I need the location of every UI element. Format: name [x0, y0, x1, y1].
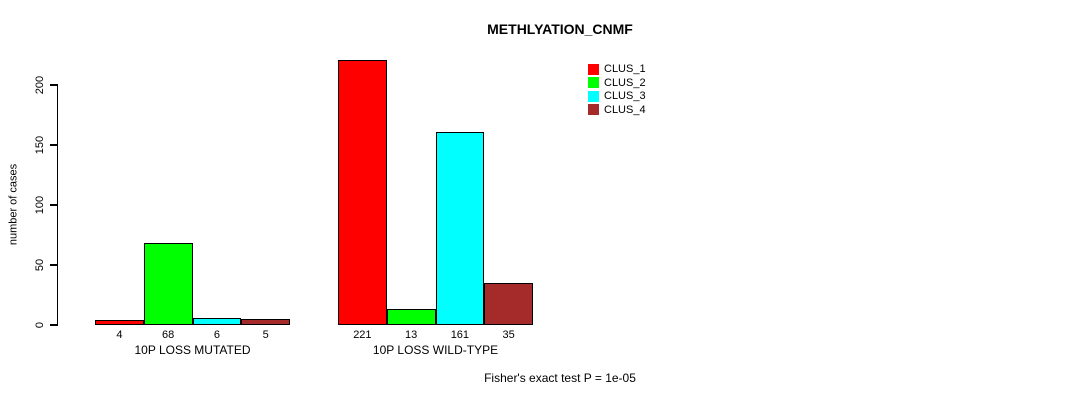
bar-value-label: 68	[162, 329, 175, 341]
legend-item: CLUS_1	[588, 63, 646, 75]
bar-value-label: 35	[502, 329, 515, 341]
legend-color-swatch	[588, 90, 599, 102]
bar-value-label: 4	[116, 329, 123, 341]
fisher-test-annotation: Fisher's exact test P = 1e-05	[484, 371, 636, 385]
legend-item-label: CLUS_2	[604, 76, 646, 89]
bar-value-label: 13	[405, 329, 418, 341]
y-axis-tick-label: 50	[34, 258, 46, 272]
legend-item-label: CLUS_3	[604, 90, 646, 102]
bar-clus_1-wild-type	[338, 59, 387, 325]
bar-clus_4-mutated	[241, 319, 290, 325]
y-axis-tick	[49, 84, 57, 86]
legend-item-label: CLUS_4	[604, 103, 646, 116]
legend-item: CLUS_3	[588, 90, 646, 102]
bar-clus_2-wild-type	[386, 309, 436, 325]
bar-clus_4-wild-type	[484, 283, 533, 325]
bar-clus_3-mutated	[192, 317, 242, 325]
bar-clus_2-mutated	[143, 243, 193, 325]
y-axis-line	[56, 84, 58, 326]
legend-color-swatch	[588, 104, 599, 115]
legend-color-swatch	[588, 77, 599, 88]
legend-item: CLUS_2	[588, 77, 646, 89]
bar-value-label: 6	[213, 329, 220, 341]
legend: CLUS_1 CLUS_2 CLUS_3 CLUS_4	[588, 63, 646, 117]
y-axis-tick	[49, 324, 57, 326]
legend-color-swatch	[588, 63, 599, 75]
category-label: 10P LOSS WILD-TYPE	[372, 343, 499, 357]
y-axis-tick-label: 200	[34, 75, 46, 95]
y-axis-tick	[49, 204, 57, 206]
y-axis-tick	[49, 144, 57, 146]
chart-title: METHLYATION_CNMF	[487, 21, 633, 37]
y-axis-label: number of cases	[7, 163, 20, 246]
bar-value-label: 161	[450, 329, 470, 341]
category-label: 10P LOSS MUTATED	[134, 343, 251, 357]
y-axis-tick	[49, 264, 57, 266]
bar-value-label: 221	[353, 329, 372, 341]
bar-value-label: 5	[262, 329, 269, 341]
legend-item-label: CLUS_1	[604, 63, 646, 75]
bar-clus_3-wild-type	[435, 131, 485, 325]
legend-item: CLUS_4	[588, 104, 646, 116]
y-axis-tick-label: 100	[34, 195, 46, 215]
bar-clus_1-mutated	[95, 320, 144, 325]
y-axis-tick-label: 0	[34, 321, 46, 329]
y-axis-tick-label: 150	[34, 135, 46, 155]
